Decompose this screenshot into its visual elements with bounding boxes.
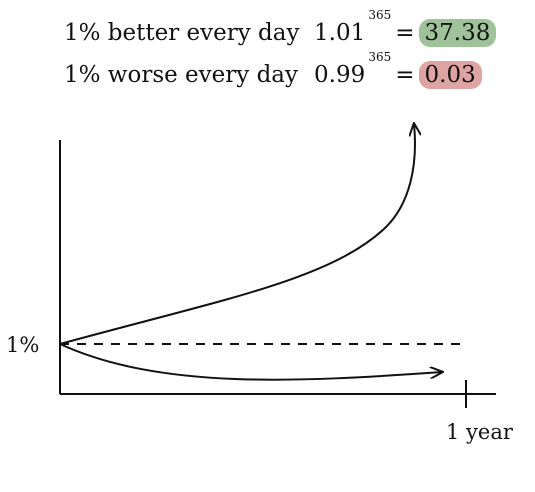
worse-result: 0.03 — [418, 61, 482, 89]
decline-curve — [59, 343, 442, 381]
better-phrase: 1% better every day — [64, 20, 300, 46]
better-base-value: 1.01 — [314, 20, 366, 46]
worse-equals-sign: = — [395, 62, 415, 88]
better-formula-row: 1% better every day 1.01 365 = 37.38 — [64, 8, 497, 50]
better-equals-sign: = — [395, 20, 415, 46]
x-marker-label: 1 year — [446, 420, 513, 444]
worse-phrase: 1% worse every day — [64, 62, 298, 88]
better-result: 37.38 — [418, 19, 497, 47]
worse-base-value: 0.99 — [314, 62, 366, 88]
y-marker-label: 1% — [6, 333, 40, 357]
worse-formula-row: 1% worse every day 0.99 365 = 0.03 — [64, 50, 482, 92]
better-base: 1.01 365 — [314, 8, 391, 46]
worse-base: 0.99 365 — [314, 50, 391, 88]
better-exponent: 365 — [368, 8, 392, 22]
worse-exponent: 365 — [368, 50, 392, 64]
growth-curve — [59, 124, 415, 345]
